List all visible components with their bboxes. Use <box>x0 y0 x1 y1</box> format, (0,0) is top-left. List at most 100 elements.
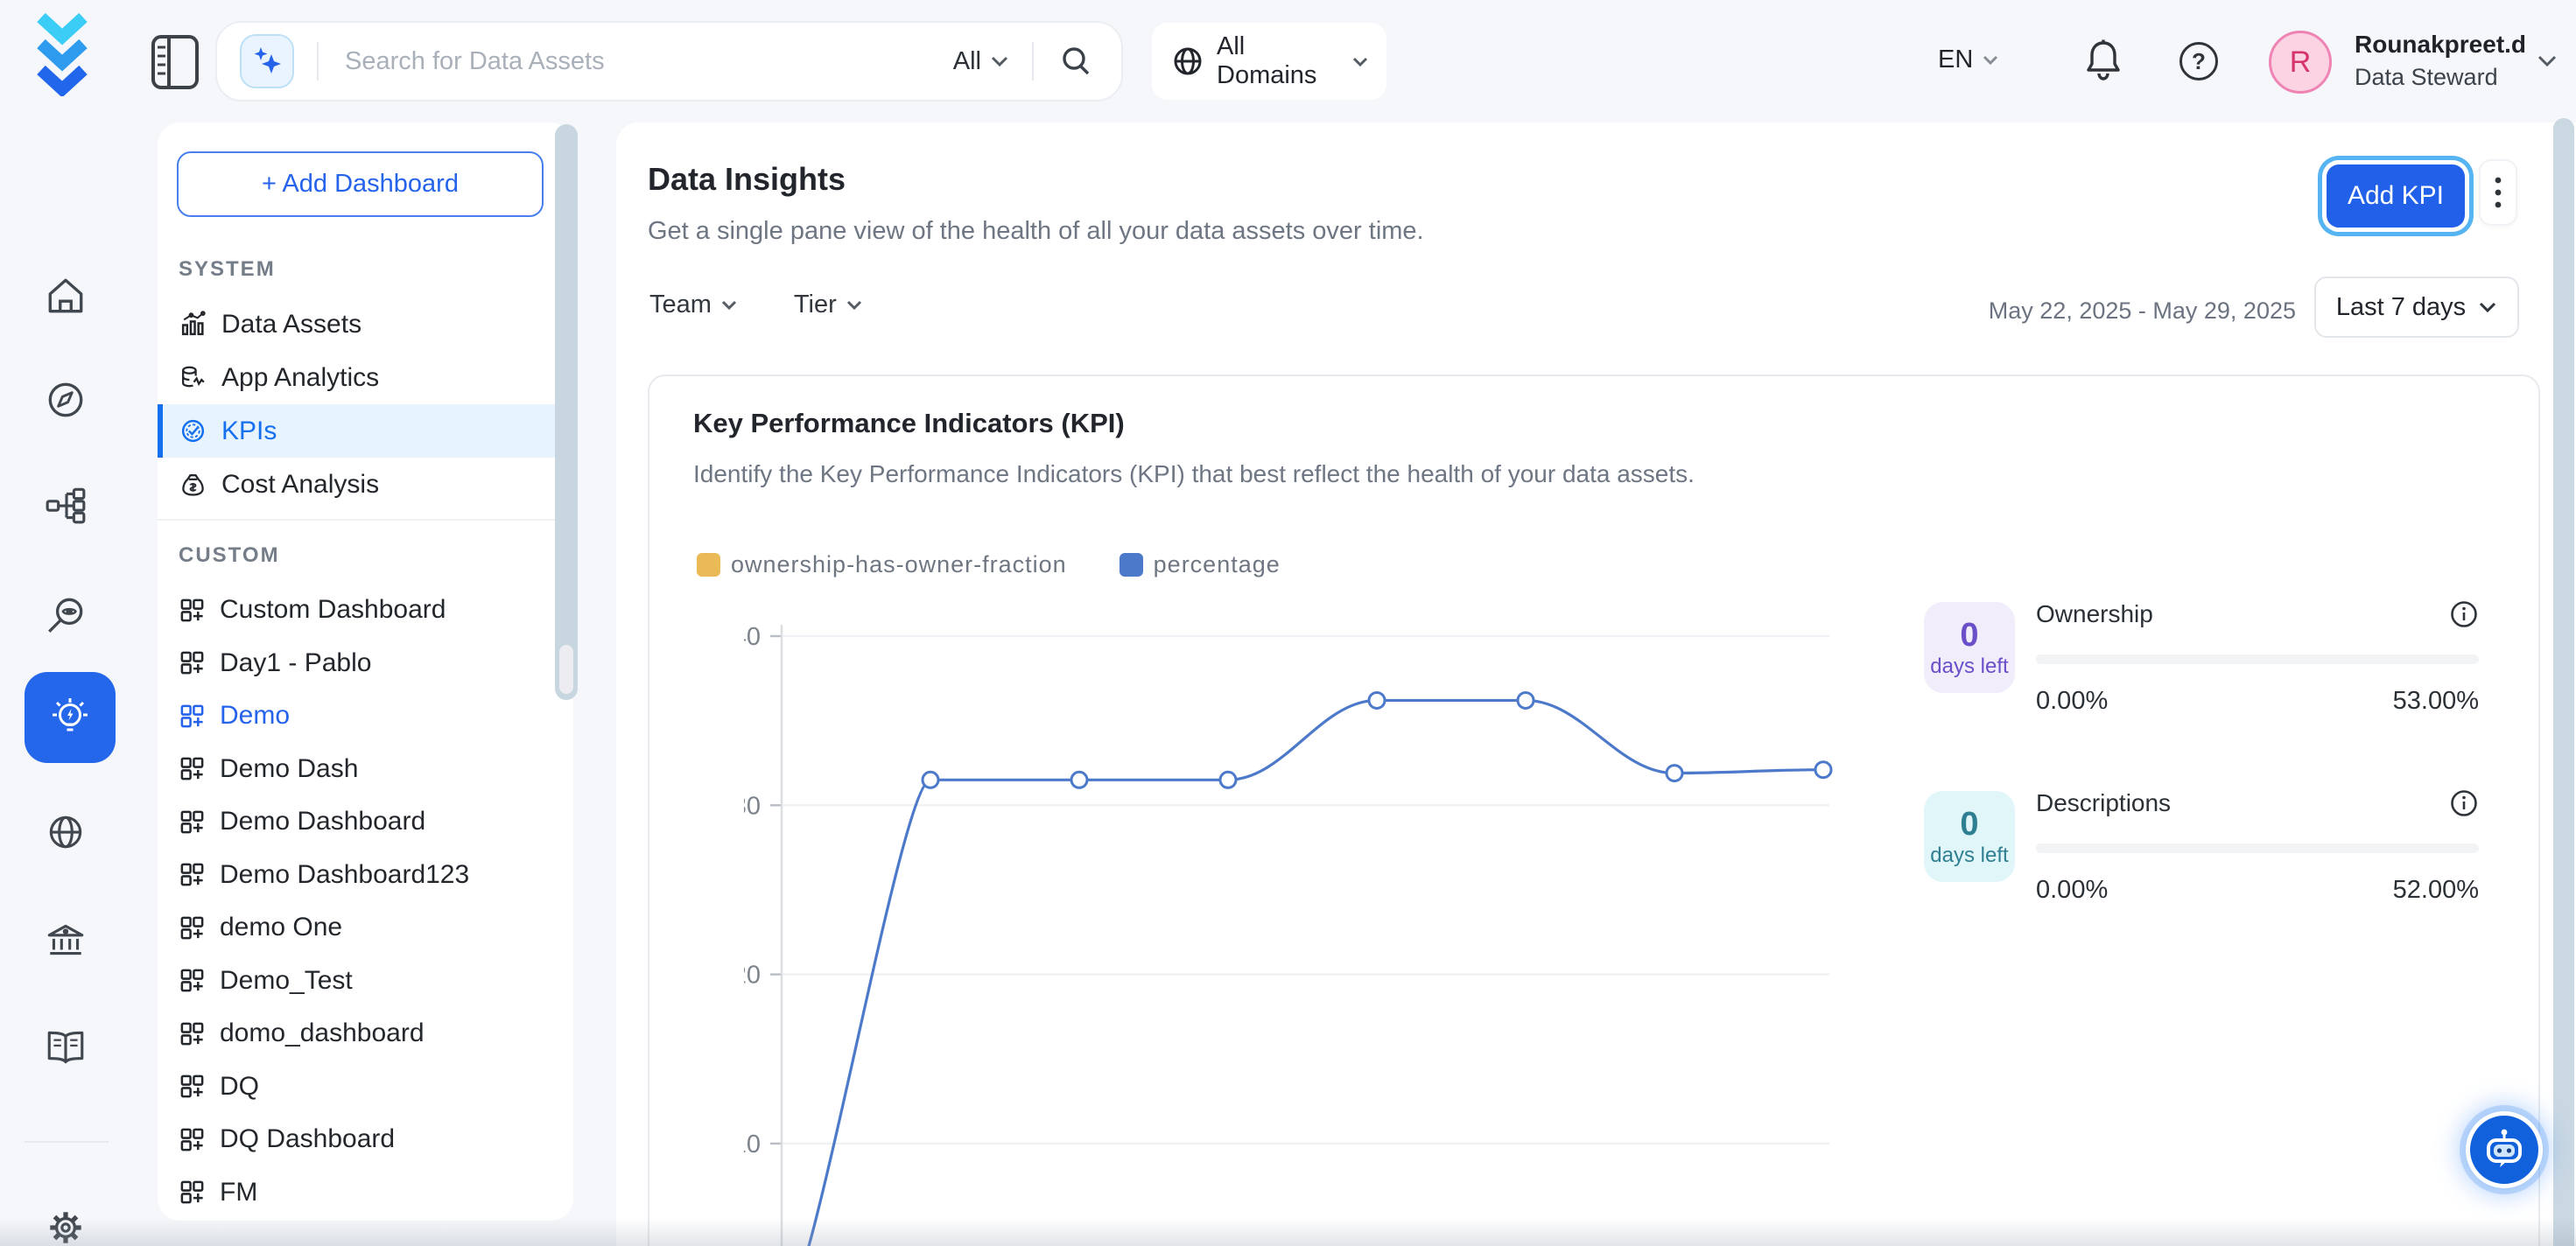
sidebar-toggle-icon[interactable] <box>151 33 200 91</box>
sidebar-item-app-analytics[interactable]: App Analytics <box>158 351 573 404</box>
progress-start-value: 0.00% <box>2036 687 2109 715</box>
left-icon-rail <box>0 122 131 1246</box>
govern-bank-icon[interactable] <box>44 919 88 962</box>
lineage-icon[interactable] <box>44 484 88 528</box>
days-left-badge: 0 days left <box>1924 602 2015 693</box>
notifications-bell-icon[interactable] <box>2083 38 2123 84</box>
chevron-down-icon[interactable] <box>2537 54 2558 67</box>
all-domains-dropdown[interactable]: All Domains <box>1152 23 1386 100</box>
sidebar-item-label: KPIs <box>221 416 277 445</box>
more-options-kebab-icon[interactable] <box>2479 159 2517 226</box>
kpi-summary-ownership: 0 days left Ownership 0.00% <box>1924 597 2479 746</box>
ai-sparkle-icon[interactable] <box>240 34 294 88</box>
custom-dashboard-icon <box>179 755 206 782</box>
kpi-line-chart[interactable]: 40 30 20 10 <box>744 612 1856 1246</box>
search-icon[interactable] <box>1058 44 1093 79</box>
all-domains-label: All Domains <box>1217 32 1317 89</box>
chevron-down-icon[interactable] <box>990 55 1009 67</box>
info-icon[interactable] <box>2449 599 2479 629</box>
sidebar-scrollbar-track[interactable] <box>555 124 578 700</box>
sidebar-item-label: demo One <box>220 913 343 942</box>
help-icon[interactable]: ? <box>2179 42 2218 80</box>
svg-text:30: 30 <box>744 792 761 820</box>
language-dropdown[interactable]: EN <box>1938 46 1999 74</box>
search-input[interactable] <box>345 46 944 76</box>
chat-bot-button[interactable] <box>2466 1111 2543 1188</box>
date-range-text: May 22, 2025 - May 29, 2025 <box>1988 298 2296 324</box>
info-icon[interactable] <box>2449 788 2479 818</box>
custom-dashboard-icon <box>179 808 206 836</box>
sidebar-item-custom-dashboard[interactable]: Custom Dashboard <box>158 584 573 637</box>
explore-compass-icon[interactable] <box>44 378 88 422</box>
sidebar-item-label: domo_dashboard <box>220 1018 425 1048</box>
team-filter-dropdown[interactable]: Team <box>649 290 738 319</box>
search-scope-dropdown[interactable]: All <box>952 46 981 75</box>
legend-swatch-percentage[interactable] <box>1119 553 1143 577</box>
cost-analysis-icon <box>179 470 207 499</box>
sidebar-item-custom-dashboard[interactable]: Demo Dashboard123 <box>158 849 573 902</box>
sidebar-item-custom-dashboard[interactable]: Demo Dashboard <box>158 795 573 849</box>
global-search-bar[interactable]: All <box>215 21 1123 102</box>
legend-label-percentage[interactable]: percentage <box>1153 551 1281 578</box>
add-dashboard-button[interactable]: + Add Dashboard <box>177 151 544 217</box>
glossary-book-icon[interactable] <box>44 1026 88 1069</box>
app-logo[interactable] <box>33 12 91 96</box>
legend-label-ownership[interactable]: ownership-has-owner-fraction <box>731 551 1067 578</box>
add-kpi-button[interactable]: Add KPI <box>2327 164 2465 228</box>
days-left-label: days left <box>1930 844 2009 867</box>
sidebar-item-custom-dashboard[interactable]: DQ <box>158 1060 573 1114</box>
time-range-dropdown[interactable]: Last 7 days <box>2314 276 2519 338</box>
sidebar-item-label: App Analytics <box>221 362 380 392</box>
domains-globe-icon[interactable] <box>44 810 88 854</box>
avatar-initial: R <box>2289 45 2312 79</box>
kpi-card-title: Key Performance Indicators (KPI) <box>693 408 1125 438</box>
legend-swatch-ownership[interactable] <box>697 553 720 577</box>
sidebar-item-custom-dashboard[interactable]: DQ Dashboard <box>158 1113 573 1166</box>
kpi-summary-descriptions: 0 days left Descriptions 0.00% <box>1924 786 2479 934</box>
sidebar-item-kpis[interactable]: KPIs <box>158 404 573 458</box>
sidebar-item-cost-analysis[interactable]: Cost Analysis <box>158 458 573 511</box>
sidebar-item-label: FM <box>220 1177 258 1207</box>
team-filter-label: Team <box>649 290 712 318</box>
sidebar-scrollbar-thumb[interactable] <box>559 645 573 694</box>
svg-text:10: 10 <box>744 1130 761 1158</box>
sidebar-divider <box>158 519 573 521</box>
sidebar-item-custom-dashboard[interactable]: domo_dashboard <box>158 1007 573 1060</box>
sidebar-item-custom-dashboard[interactable]: demo One <box>158 901 573 955</box>
sidebar-item-label: Data Assets <box>221 309 362 339</box>
sidebar-item-label: Custom Dashboard <box>220 595 446 625</box>
app-analytics-icon <box>179 363 207 392</box>
page-scrollbar[interactable] <box>2553 118 2574 1246</box>
sidebar-item-custom-dashboard[interactable]: FM <box>158 1166 573 1220</box>
sidebar-item-custom-dashboard[interactable]: Day1 - Pablo <box>158 637 573 690</box>
user-name: Rounakpreet.d <box>2355 31 2527 58</box>
sidebar-item-label: Cost Analysis <box>221 469 380 499</box>
svg-text:20: 20 <box>744 962 761 990</box>
custom-dashboard-icon <box>179 649 206 676</box>
tier-filter-dropdown[interactable]: Tier <box>794 290 863 319</box>
home-icon[interactable] <box>44 275 88 318</box>
sidebar-item-custom-dashboard[interactable]: Demo <box>158 690 573 743</box>
custom-dashboard-icon <box>179 861 206 888</box>
insights-sidebar-panel: + Add Dashboard SYSTEM Data Assets Ap <box>158 122 573 1221</box>
custom-dashboard-icon <box>179 703 206 730</box>
chevron-down-icon <box>1982 54 1999 66</box>
custom-dashboard-icon <box>179 597 206 624</box>
main-content: Data Insights Get a single pane view of … <box>616 122 2576 1246</box>
sidebar-item-custom-dashboard[interactable]: Demo Dash <box>158 743 573 796</box>
sidebar-item-label: Demo_Test <box>220 965 353 995</box>
user-role: Data Steward <box>2355 64 2498 90</box>
observability-icon[interactable] <box>44 593 88 637</box>
user-menu[interactable]: Rounakpreet.d Data Steward <box>2355 28 2530 93</box>
days-left-value: 0 <box>1960 617 1979 654</box>
custom-menu-list: Custom Dashboard Day1 - Pablo Demo Demo … <box>158 584 573 1219</box>
globe-icon <box>1174 47 1202 75</box>
avatar[interactable]: R <box>2269 31 2332 94</box>
tier-filter-label: Tier <box>793 290 837 318</box>
sidebar-item-custom-dashboard[interactable]: Demo_Test <box>158 955 573 1008</box>
insights-active-item[interactable] <box>25 672 116 763</box>
sidebar-item-label: Demo Dash <box>220 753 359 783</box>
system-menu-list: Data Assets App Analytics K <box>158 298 573 511</box>
settings-gear-icon[interactable] <box>44 1206 88 1246</box>
sidebar-item-data-assets[interactable]: Data Assets <box>158 298 573 351</box>
